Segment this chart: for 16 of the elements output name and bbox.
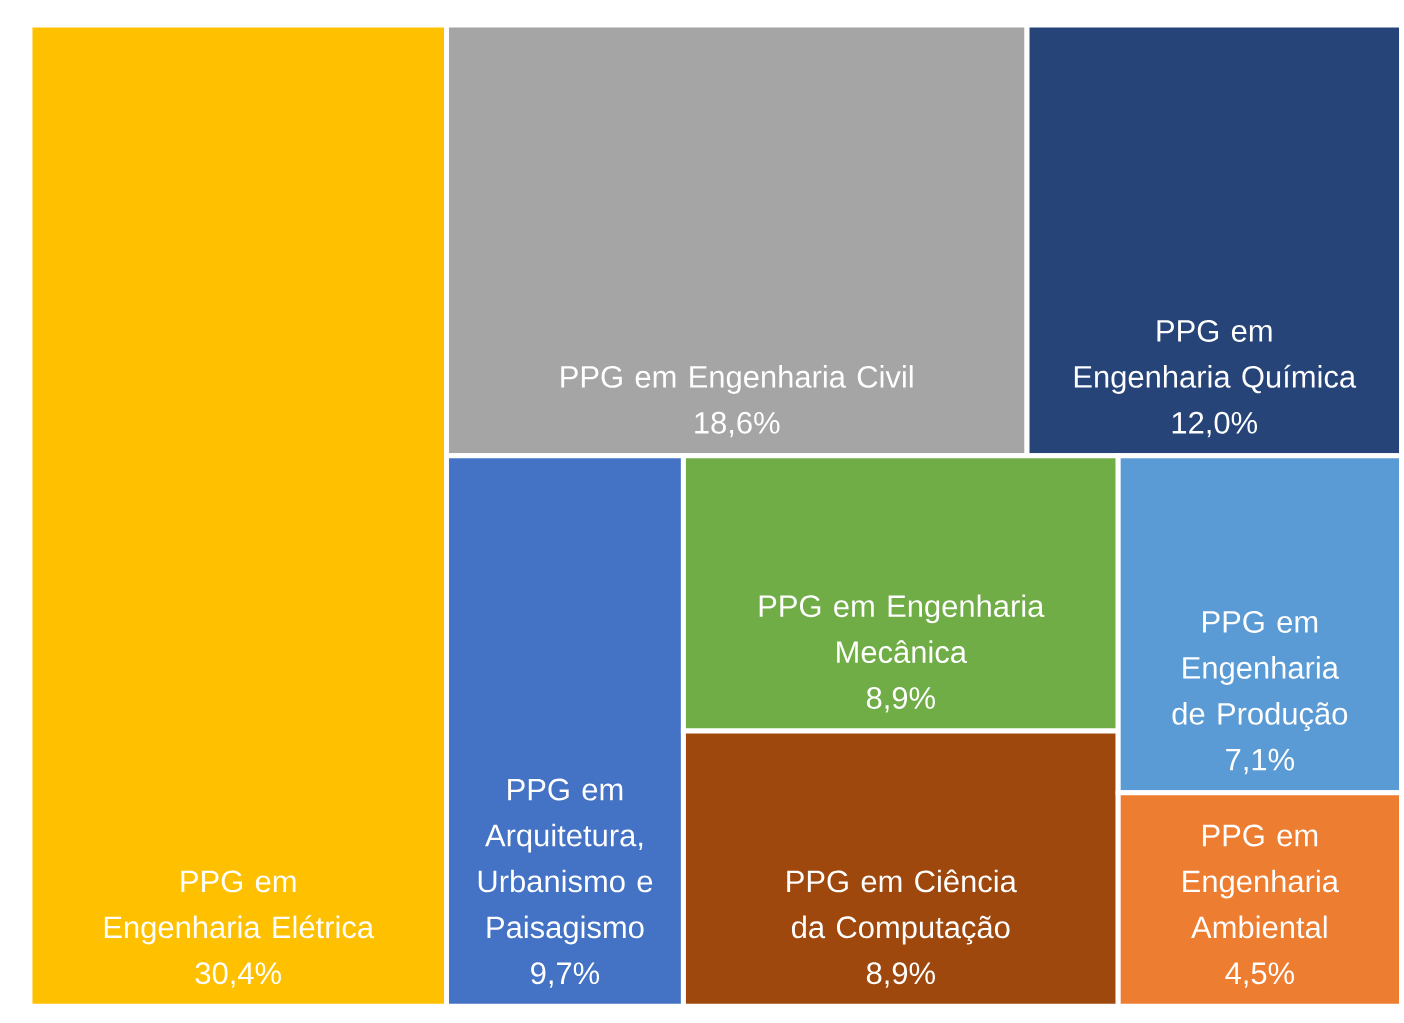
category-label: PPG em Engenharia Química [1074, 319, 1357, 394]
category-label: PPG em Engenharia de Produção [1172, 610, 1348, 731]
data-label: 9,7% [531, 962, 600, 988]
data-label: 4,5% [1225, 962, 1294, 988]
data-label: 12,0% [1172, 411, 1258, 438]
category-label: PPG em Arquitetura, Urbanismo e Paisagismo [478, 778, 653, 945]
data-label: 30,4% [195, 962, 281, 988]
data-label: 8,9% [866, 962, 935, 988]
category-label: PPG em Engenharia Mecânica [759, 594, 1045, 663]
data-label: 8,9% [866, 686, 935, 713]
category-label: PPG em Engenharia Ambiental [1183, 824, 1339, 939]
category-label: PPG em Ciência da Computação [787, 869, 1017, 945]
category-label: PPG em Engenharia Civil [561, 364, 913, 394]
data-label: 18,6% [695, 411, 780, 438]
data-label: 7,1% [1226, 748, 1294, 775]
category-label: PPG em Engenharia Elétrica [104, 870, 375, 945]
